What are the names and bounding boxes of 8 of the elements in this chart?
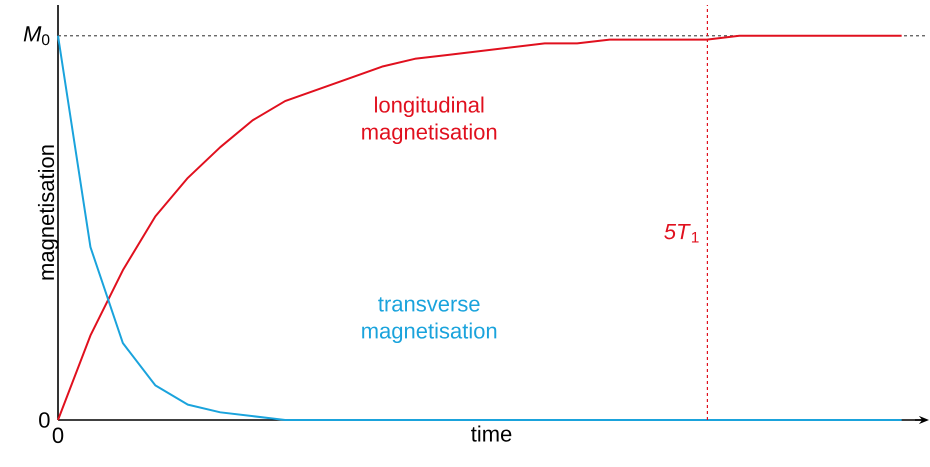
x-axis-title: time <box>471 426 512 442</box>
y-axis-title: magnetisation <box>38 145 58 280</box>
text: 0 <box>39 412 50 428</box>
annotation: 5T$_{1}$ <box>664 224 699 243</box>
series-label: longitudinal magnetisation <box>362 96 496 144</box>
text: 0 <box>52 428 64 444</box>
text: transverse magnetisation <box>362 297 496 343</box>
text: M$_{0}$ <box>24 26 50 46</box>
